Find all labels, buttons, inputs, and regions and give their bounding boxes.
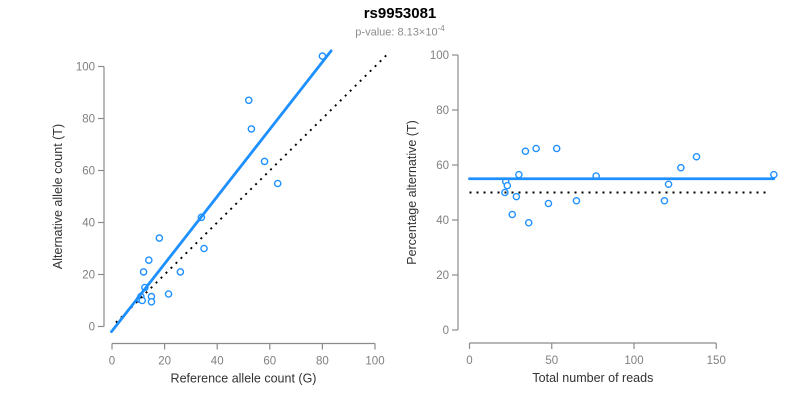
data-point — [660, 196, 669, 205]
data-point — [164, 290, 173, 298]
y-tick-label: 40 — [436, 215, 449, 227]
pvalue-text: p-value: 8.13×10 — [355, 26, 438, 39]
panel-right: 0 20 40 60 80 100 0 50 100 150 Total number of rea… — [405, 50, 778, 385]
data-point — [770, 170, 778, 179]
data-point — [244, 96, 253, 105]
y-tick-label: 0 — [89, 322, 95, 334]
x-tick-label: 60 — [263, 356, 276, 368]
y-tick-label: 100 — [430, 50, 449, 62]
data-point — [138, 296, 147, 305]
pvalue-exponent: -4 — [437, 24, 445, 33]
panel-left: 0 20 40 60 80 100 0 20 40 60 80 100 Reference allele… — [51, 49, 389, 386]
data-point — [260, 157, 269, 166]
x-axis-title: Reference allele count (G) — [171, 372, 317, 386]
y-tick-label: 100 — [76, 62, 95, 74]
data-point — [521, 147, 530, 156]
y-tick-label: 60 — [436, 160, 449, 172]
x-tick-label: 50 — [545, 355, 558, 367]
data-point — [247, 125, 256, 133]
data-point — [147, 297, 156, 306]
x-tick-label: 100 — [365, 356, 384, 368]
data-point — [512, 192, 521, 201]
data-point — [155, 234, 164, 242]
identity-line — [115, 52, 389, 324]
data-point — [552, 144, 561, 153]
x-tick-label: 40 — [211, 356, 224, 368]
data-point — [145, 256, 153, 265]
x-tick-label: 100 — [624, 355, 643, 367]
data-point — [664, 180, 673, 189]
data-point — [544, 199, 553, 208]
data-point — [503, 181, 512, 190]
y-tick-label: 40 — [82, 218, 95, 230]
data-point — [139, 268, 148, 276]
page-title: rs9953081 — [363, 5, 437, 22]
data-point — [532, 144, 540, 153]
y-tick-label: 80 — [436, 105, 449, 117]
x-tick-label: 20 — [158, 356, 171, 368]
data-point — [176, 268, 185, 276]
x-tick-label: 0 — [109, 356, 115, 368]
y-axis-title: Alternative allele count (T) — [51, 124, 65, 269]
y-tick-label: 20 — [436, 270, 449, 282]
data-point — [524, 218, 533, 227]
y-tick-label: 80 — [82, 114, 95, 126]
data-point — [677, 163, 685, 172]
x-axis-title: Total number of reads — [532, 371, 653, 385]
data-point — [515, 170, 523, 179]
data-point — [692, 152, 701, 161]
data-point — [572, 196, 581, 205]
y-tick-label: 20 — [82, 270, 95, 282]
y-tick-label: 0 — [443, 325, 449, 337]
x-tick-label: 80 — [316, 356, 329, 368]
pvalue-subtitle: p-value: 8.13×10-4 — [0, 24, 800, 39]
x-tick-label: 0 — [466, 355, 472, 367]
x-tick-label: 150 — [707, 355, 726, 367]
y-axis-title: Percentage alternative (T) — [405, 120, 419, 265]
fitted-line — [110, 49, 333, 334]
data-point — [508, 210, 517, 219]
y-tick-label: 60 — [82, 166, 95, 178]
data-point — [200, 244, 208, 253]
data-point — [273, 179, 282, 188]
